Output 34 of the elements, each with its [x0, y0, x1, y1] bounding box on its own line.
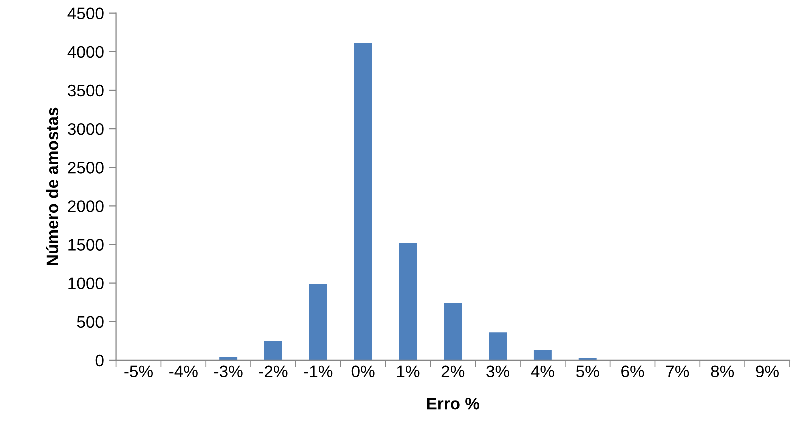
- bar: [354, 43, 372, 360]
- bar: [489, 332, 508, 360]
- x-tick-label: -1%: [304, 366, 333, 378]
- x-tick-label: -4%: [170, 366, 198, 378]
- x-tick-label: 1%: [397, 366, 420, 378]
- x-tick-label: 4%: [531, 366, 554, 378]
- x-tick-label: 8%: [711, 366, 734, 378]
- y-axis-title: Número de amostas: [46, 108, 59, 266]
- bar: [399, 243, 418, 360]
- y-tick-label: 0: [96, 354, 104, 367]
- x-tick-label: 6%: [622, 366, 644, 378]
- y-tick-label: 500: [77, 316, 104, 328]
- x-tick-label: 0%: [352, 366, 375, 378]
- x-tick-label: -2%: [259, 366, 288, 378]
- bar: [264, 342, 282, 360]
- x-tick-label: 5%: [576, 366, 600, 378]
- y-tick-label: 4000: [68, 46, 104, 58]
- x-tick-label: 2%: [442, 366, 465, 378]
- x-tick-label: 3%: [486, 366, 510, 378]
- y-tick-label: 3500: [68, 84, 104, 97]
- x-tick-label: 9%: [756, 366, 779, 378]
- x-tick-label: -5%: [124, 366, 153, 378]
- bar: [534, 350, 552, 360]
- x-tick-label: 7%: [666, 366, 690, 378]
- bar: [444, 303, 462, 360]
- y-tick-label: 3000: [68, 123, 104, 136]
- bar: [309, 284, 328, 360]
- y-tick-label: 1000: [68, 278, 104, 290]
- x-axis-title: Erro %: [427, 398, 480, 410]
- y-tick-label: 1500: [68, 239, 104, 251]
- x-tick-label: -3%: [214, 366, 243, 378]
- y-tick-label: 2500: [68, 162, 104, 174]
- y-tick-label: 2000: [68, 200, 104, 212]
- y-tick-label: 4500: [68, 8, 104, 20]
